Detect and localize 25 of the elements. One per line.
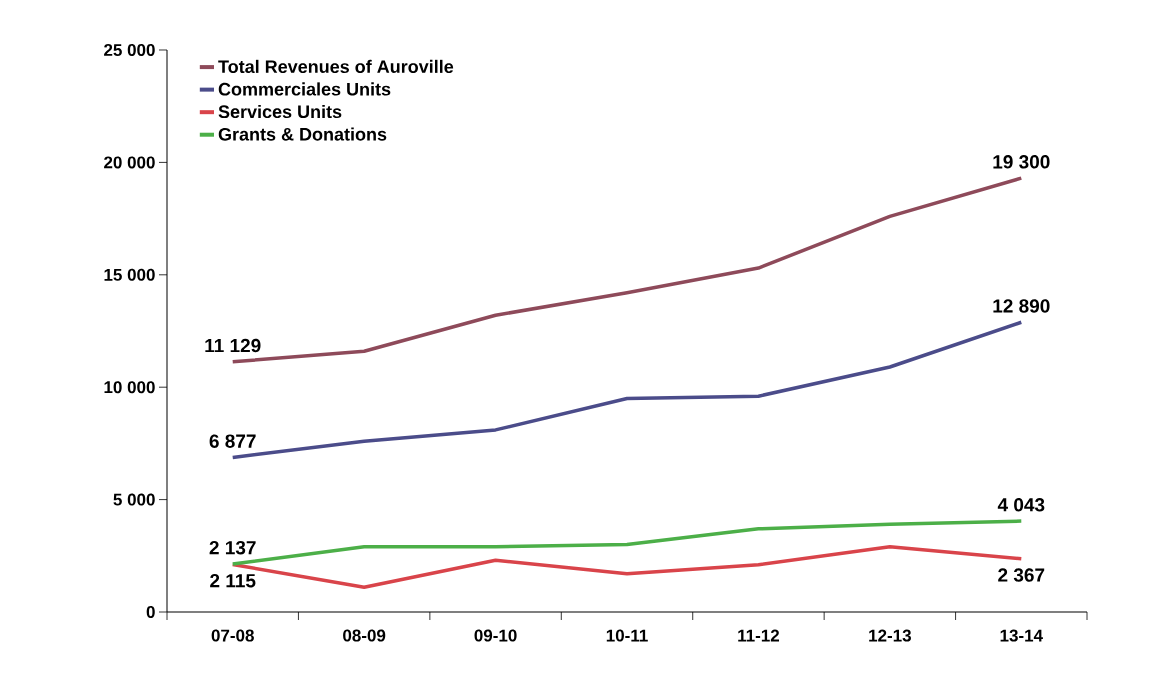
data-label: 2 367 bbox=[998, 568, 1045, 582]
legend-label: Total Revenues of Auroville bbox=[218, 59, 454, 74]
data-label: 19 300 bbox=[993, 155, 1050, 169]
y-tick-label: 5 000 bbox=[113, 493, 155, 506]
y-tick-label: 0 bbox=[146, 605, 155, 619]
data-label: 2 137 bbox=[209, 540, 256, 555]
y-tick-label: 15 000 bbox=[104, 268, 155, 281]
x-tick-label: 13-14 bbox=[1000, 629, 1043, 642]
y-tick-label: 25 000 bbox=[104, 43, 155, 57]
x-tick-label: 07-08 bbox=[211, 629, 254, 642]
legend-label: Services Units bbox=[218, 104, 342, 119]
data-label: 4 043 bbox=[997, 498, 1045, 512]
x-tick-label: 09-10 bbox=[474, 629, 517, 642]
y-tick-label: 20 000 bbox=[104, 156, 155, 169]
data-label: 6 877 bbox=[209, 434, 256, 448]
legend-label: Grants & Donations bbox=[218, 127, 387, 141]
x-tick-label: 08-09 bbox=[343, 629, 386, 642]
x-tick-label: 12-13 bbox=[869, 629, 911, 642]
x-tick-label: 10-11 bbox=[606, 629, 648, 642]
y-tick-label: 10 000 bbox=[104, 381, 155, 394]
legend-label: Commerciales Units bbox=[218, 82, 391, 96]
data-label: 2 115 bbox=[210, 573, 256, 588]
data-label: 12 890 bbox=[993, 299, 1050, 313]
data-label: 11 129 bbox=[205, 338, 261, 353]
x-tick-label: 11-12 bbox=[738, 629, 780, 642]
